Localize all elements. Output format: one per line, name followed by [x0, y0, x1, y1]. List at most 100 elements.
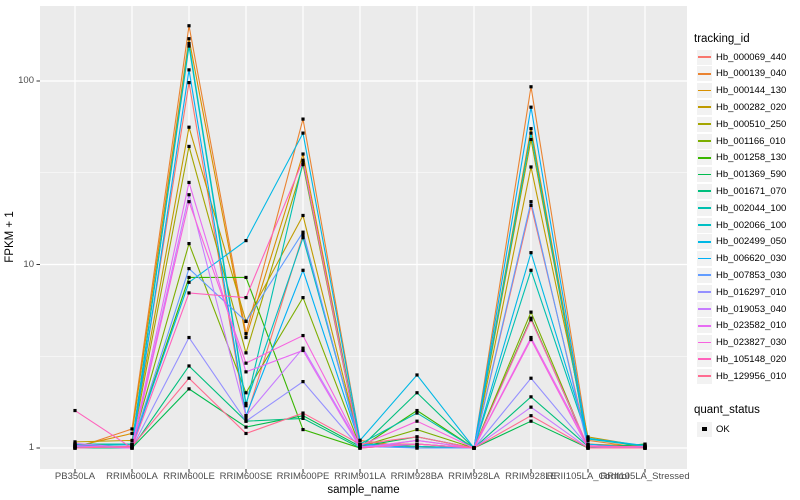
data-point: [415, 427, 419, 432]
legend-item: Hb_007853_030: [697, 267, 786, 283]
legend-key: [697, 284, 712, 300]
legend-item: Hb_002066_100: [697, 217, 786, 233]
data-point: [244, 275, 248, 280]
data-point: [301, 414, 305, 418]
data-point: [358, 446, 362, 450]
data-point: [244, 335, 248, 340]
legend-item: Hb_129956_010: [697, 368, 786, 384]
y-tick-label: 100: [18, 75, 34, 86]
y-axis-title: FPKM + 1: [4, 211, 16, 263]
legend-key: [697, 351, 712, 367]
legend-item-label: Hb_000510_250: [716, 118, 787, 130]
data-point: [187, 68, 191, 72]
legend-item-label: Hb_016297_010: [716, 286, 787, 298]
x-tick-label: RRII105LA_Stressed: [600, 471, 690, 482]
data-point: [301, 346, 305, 350]
data-point: [529, 127, 533, 131]
legend-item-label: Hb_105148_020: [716, 353, 787, 365]
legend-item-label: Hb_002044_100: [716, 202, 787, 214]
data-point: [187, 241, 191, 246]
legend-line-swatch: [698, 375, 711, 378]
legend-key: [697, 49, 712, 65]
data-point: [415, 442, 419, 446]
data-point: [301, 427, 305, 432]
legend-line-swatch: [698, 106, 711, 109]
data-point: [301, 236, 305, 240]
data-point: [415, 435, 419, 439]
x-tick-label: RRIM901LA: [334, 471, 386, 482]
data-point: [187, 193, 191, 197]
legend-line-swatch: [698, 291, 711, 294]
legend-line-swatch: [698, 173, 711, 176]
legend-item-label: Hb_000282_020: [716, 101, 787, 113]
legend-item: Hb_000069_440: [697, 49, 786, 65]
legend-item: Hb_000282_020: [697, 99, 786, 115]
legend-line-swatch: [698, 140, 711, 142]
data-point: [301, 230, 305, 234]
x-tick-label: RRIM928LE: [505, 471, 557, 482]
data-point: [244, 425, 248, 429]
legend-item-label: Hb_001166_010: [716, 135, 786, 147]
data-point: [244, 238, 248, 243]
x-tick-label: RRIM600LE: [163, 471, 215, 482]
data-point: [73, 444, 77, 448]
data-point: [187, 44, 191, 48]
data-point: [244, 419, 248, 423]
legend-item-label: Hb_023582_010: [716, 320, 787, 332]
legend-line-swatch: [698, 156, 711, 159]
legend-line-swatch: [698, 257, 711, 260]
x-tick-label: RRII105LA_Control: [546, 471, 630, 482]
data-point: [187, 364, 191, 368]
data-point: [130, 444, 134, 449]
data-point: [187, 144, 191, 149]
legend-item: Hb_001258_130: [697, 150, 786, 166]
legend-key: [697, 167, 712, 183]
data-point: [529, 419, 533, 423]
data-point: [187, 275, 191, 280]
legend-line-swatch: [698, 72, 711, 75]
legend-item: Hb_002044_100: [697, 200, 786, 216]
legend-key: [697, 368, 712, 384]
legend-item: Hb_000144_130: [697, 83, 786, 99]
data-point: [529, 318, 533, 322]
data-point: [415, 391, 419, 395]
data-point: [415, 446, 419, 450]
legend-key: [697, 335, 712, 351]
data-point: [415, 411, 419, 415]
data-point: [301, 348, 305, 353]
data-point: [187, 37, 191, 41]
data-point: [301, 268, 305, 272]
data-point: [187, 125, 191, 129]
data-point: [529, 335, 533, 340]
legend-item-label: Hb_000139_040: [716, 68, 787, 80]
data-point: [529, 405, 533, 409]
data-point: [301, 233, 305, 237]
legend: tracking_id Hb_000069_440 Hb_000139_040 Hb…: [688, 0, 800, 500]
x-tick-label: RRIM600LA: [106, 471, 158, 482]
legend-item: Hb_105148_020: [697, 351, 786, 367]
legend-key: [697, 301, 712, 317]
data-point: [415, 419, 419, 423]
data-point: [244, 351, 248, 355]
data-point: [529, 85, 533, 89]
legend-key: [697, 99, 712, 115]
data-point: [301, 131, 305, 135]
point-legend-title: quant_status: [694, 404, 760, 416]
legend-line-swatch: [698, 190, 711, 193]
ok-point-marker: [702, 426, 707, 432]
data-point: [244, 416, 248, 420]
legend-key: [697, 83, 712, 99]
data-point: [529, 105, 533, 109]
data-point: [358, 438, 362, 443]
legend-item: Hb_019053_040: [697, 301, 786, 317]
legend-key: [697, 251, 712, 267]
legend-item-label: Hb_019053_040: [716, 303, 787, 315]
legend-item-label: Hb_007853_030: [716, 269, 787, 281]
data-point: [643, 446, 647, 450]
legend-item: Hb_023582_010: [697, 318, 786, 334]
legend-line-swatch: [698, 123, 711, 126]
data-point: [187, 41, 191, 46]
data-point: [472, 446, 476, 450]
